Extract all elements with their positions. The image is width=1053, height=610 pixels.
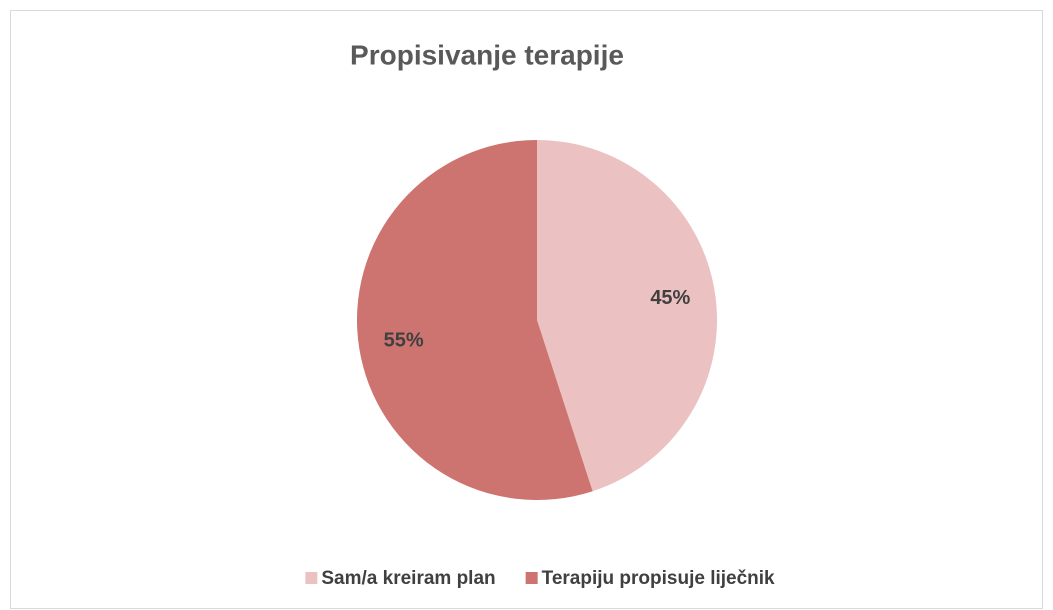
legend-swatch [305, 572, 318, 584]
legend-label: Sam/a kreiram plan [321, 568, 495, 589]
pie-slice [537, 140, 717, 492]
legend-swatch [525, 572, 538, 584]
data-label: 45% [650, 287, 690, 309]
data-label: 55% [384, 329, 424, 351]
pie-slice [357, 140, 593, 500]
chart-title: Propisivanje terapije [350, 39, 624, 70]
legend-label: Terapiju propisuje liječnik [542, 568, 775, 589]
